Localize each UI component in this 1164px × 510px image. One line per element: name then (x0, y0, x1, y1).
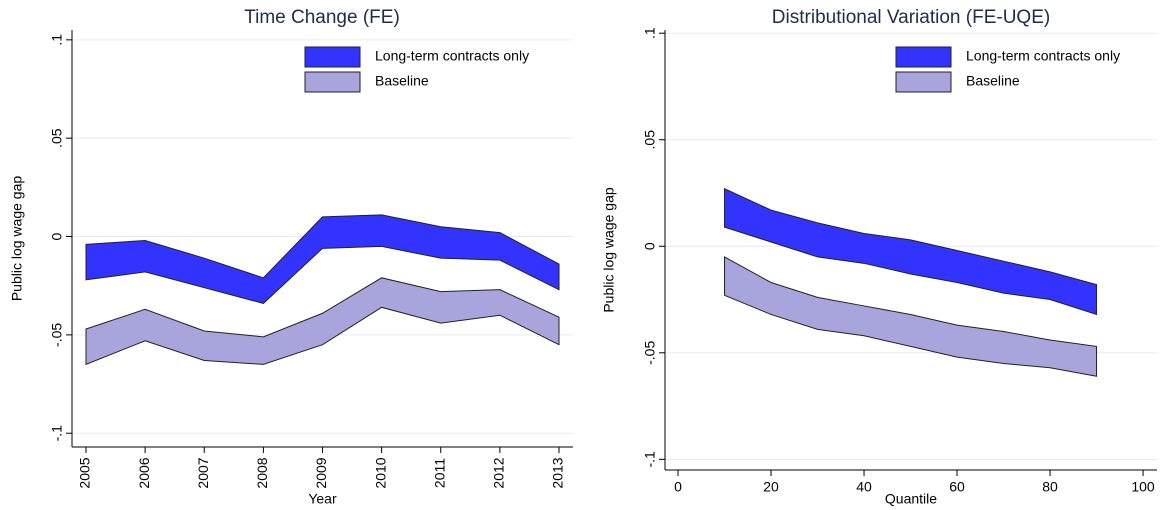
y-tick-label: -.05 (642, 341, 658, 365)
legend-swatch (895, 46, 952, 68)
chart-title: Distributional Variation (FE-UQE) (772, 7, 1050, 28)
legend-label: Baseline (966, 73, 1020, 89)
x-tick-label: 2011 (431, 458, 447, 488)
x-tick-label: 2007 (195, 457, 211, 488)
y-tick-label: .05 (642, 130, 658, 150)
y-axis-label: Public log wage gap (601, 187, 617, 313)
y-tick-label: -.1 (642, 451, 658, 468)
x-axis-label: Quantile (885, 491, 937, 507)
legend-swatch (304, 46, 361, 68)
x-tick-label: 2006 (136, 457, 152, 488)
legend-label: Long-term contracts only (375, 48, 529, 64)
y-tick-label: .05 (49, 128, 65, 148)
chart-title: Time Change (FE) (244, 7, 400, 28)
legend-label: Baseline (375, 73, 429, 89)
legend-swatch (304, 71, 361, 93)
y-tick-label: 0 (642, 242, 658, 250)
y-tick-label: .1 (49, 34, 65, 46)
x-tick-label: 20 (763, 479, 779, 495)
x-tick-label: 80 (1042, 479, 1058, 495)
y-tick-label: .1 (642, 27, 658, 39)
x-tick-label: 60 (949, 479, 965, 495)
x-tick-label: 2005 (77, 457, 93, 488)
x-tick-label: 2010 (372, 457, 388, 488)
legend-label: Long-term contracts only (966, 48, 1120, 64)
x-tick-label: 2008 (254, 457, 270, 488)
y-tick-label: -.05 (49, 323, 65, 347)
band (724, 256, 1098, 377)
band (724, 187, 1098, 316)
x-axis-label: Year (308, 491, 337, 507)
x-tick-label: 0 (674, 479, 682, 495)
band (85, 277, 560, 366)
x-tick-label: 2009 (313, 457, 329, 488)
y-tick-label: 0 (49, 232, 65, 240)
x-tick-label: 40 (856, 479, 872, 495)
legend-swatch (895, 71, 952, 93)
x-tick-label: 2013 (550, 457, 566, 488)
x-tick-label: 100 (1131, 479, 1155, 495)
band (85, 214, 560, 304)
y-tick-label: -.1 (49, 425, 65, 442)
x-tick-label: 2012 (491, 457, 507, 488)
y-axis-label: Public log wage gap (9, 176, 25, 302)
